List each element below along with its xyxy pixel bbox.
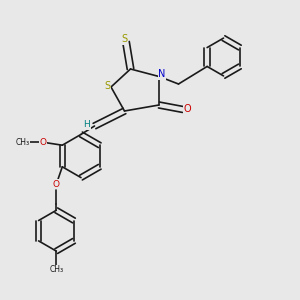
Text: CH₃: CH₃ [15, 138, 29, 147]
Text: S: S [122, 34, 128, 44]
Text: N: N [158, 69, 166, 79]
Text: O: O [39, 138, 46, 147]
Text: S: S [104, 81, 110, 91]
Text: CH₃: CH₃ [49, 265, 63, 274]
Text: H: H [84, 120, 90, 129]
Text: O: O [184, 104, 191, 115]
Text: O: O [53, 180, 60, 189]
